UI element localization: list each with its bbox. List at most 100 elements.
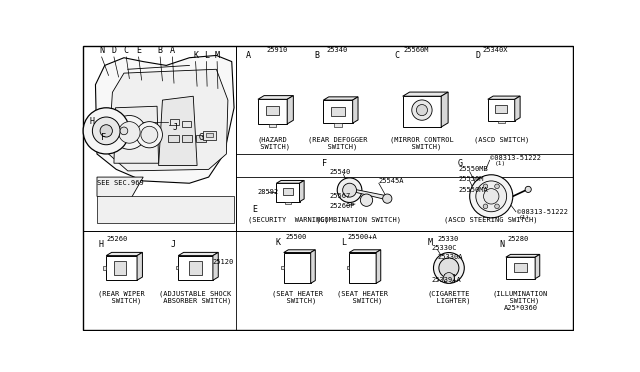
Text: 25120: 25120: [212, 259, 234, 265]
Polygon shape: [284, 250, 316, 253]
Text: J: J: [172, 122, 177, 132]
Text: 25910: 25910: [266, 47, 287, 53]
Polygon shape: [97, 196, 234, 223]
Text: K: K: [276, 238, 280, 247]
Text: E: E: [136, 46, 141, 55]
Text: ©08313-51222: ©08313-51222: [490, 155, 541, 161]
Text: (SEAT HEATER: (SEAT HEATER: [337, 291, 388, 297]
Text: 25339+A: 25339+A: [432, 277, 461, 283]
Text: (SECURITY  WARNING): (SECURITY WARNING): [248, 216, 328, 223]
Text: 25330C: 25330C: [432, 245, 458, 251]
Circle shape: [476, 181, 507, 212]
Bar: [189, 261, 202, 275]
Polygon shape: [535, 254, 540, 279]
Text: B: B: [157, 46, 163, 55]
Circle shape: [136, 122, 163, 148]
Text: 25330: 25330: [437, 236, 459, 242]
Circle shape: [484, 189, 499, 204]
Bar: [196, 135, 206, 142]
Text: (ILLUMINATION: (ILLUMINATION: [493, 291, 548, 297]
Text: 25500: 25500: [285, 234, 307, 240]
Polygon shape: [213, 252, 218, 280]
Text: 25550M: 25550M: [459, 176, 484, 182]
Text: F: F: [101, 132, 106, 141]
Text: C: C: [124, 46, 129, 55]
Text: H: H: [90, 117, 94, 126]
Polygon shape: [137, 252, 143, 280]
Bar: [168, 135, 179, 142]
Text: A: A: [170, 46, 175, 55]
Circle shape: [383, 194, 392, 203]
Circle shape: [342, 183, 356, 197]
Polygon shape: [403, 92, 448, 96]
Text: H: H: [99, 240, 104, 249]
Text: 25280: 25280: [508, 236, 529, 242]
Text: (ADJUSTABLE SHOCK: (ADJUSTABLE SHOCK: [159, 291, 232, 297]
Bar: [506, 257, 535, 279]
Text: A: A: [246, 51, 251, 60]
Circle shape: [495, 204, 499, 209]
Bar: [269, 124, 276, 127]
Bar: [176, 266, 178, 269]
Text: 25330A: 25330A: [437, 254, 463, 260]
Circle shape: [483, 184, 488, 189]
Text: 25500+A: 25500+A: [348, 234, 377, 240]
Circle shape: [439, 258, 459, 278]
Text: 25260: 25260: [106, 236, 127, 242]
Bar: [182, 121, 191, 127]
Bar: [204, 131, 216, 140]
Polygon shape: [515, 96, 520, 121]
Bar: [347, 266, 349, 269]
Text: (ASCD SWITCH): (ASCD SWITCH): [474, 137, 529, 143]
Bar: [403, 96, 441, 127]
Text: M: M: [214, 51, 220, 60]
Bar: [103, 266, 106, 270]
Polygon shape: [349, 250, 381, 253]
Polygon shape: [355, 189, 388, 200]
Bar: [266, 106, 279, 115]
Bar: [285, 202, 291, 204]
Polygon shape: [506, 254, 540, 257]
Polygon shape: [258, 96, 293, 99]
Bar: [282, 266, 284, 269]
Text: J: J: [170, 240, 175, 249]
Text: 25550MA: 25550MA: [459, 187, 489, 193]
Circle shape: [120, 127, 128, 135]
Bar: [170, 119, 179, 125]
Bar: [115, 261, 126, 275]
Text: L: L: [204, 51, 209, 60]
Bar: [178, 256, 213, 280]
Text: LIGHTER): LIGHTER): [428, 297, 470, 304]
Polygon shape: [376, 250, 381, 283]
Circle shape: [483, 204, 488, 209]
Text: 25550MB: 25550MB: [459, 166, 489, 172]
Text: SEE SEC.969: SEE SEC.969: [97, 180, 144, 186]
Text: A25*0360: A25*0360: [504, 305, 538, 311]
Text: 25340: 25340: [326, 47, 348, 53]
Text: 28592: 28592: [257, 189, 278, 195]
Text: 25340X: 25340X: [482, 47, 508, 53]
Circle shape: [433, 253, 464, 283]
Circle shape: [360, 194, 372, 206]
Circle shape: [417, 105, 428, 116]
Circle shape: [525, 186, 531, 192]
Polygon shape: [276, 180, 304, 183]
Bar: [444, 274, 454, 282]
Bar: [349, 253, 376, 283]
Bar: [258, 99, 287, 124]
Bar: [498, 121, 504, 124]
Polygon shape: [97, 177, 143, 204]
Text: (HAZARD: (HAZARD: [258, 137, 287, 143]
Polygon shape: [109, 69, 228, 171]
Text: 25545A: 25545A: [379, 178, 404, 184]
Text: 25560M: 25560M: [403, 47, 429, 53]
Text: (SEAT HEATER: (SEAT HEATER: [272, 291, 323, 297]
Polygon shape: [95, 55, 234, 183]
Bar: [333, 123, 342, 126]
Bar: [206, 133, 212, 137]
Text: SWITCH): SWITCH): [319, 143, 357, 150]
Text: (MIRROR CONTROL: (MIRROR CONTROL: [390, 137, 454, 143]
Text: ABSORBER SWITCH): ABSORBER SWITCH): [159, 297, 232, 304]
Bar: [182, 135, 193, 142]
Text: D: D: [476, 51, 481, 60]
